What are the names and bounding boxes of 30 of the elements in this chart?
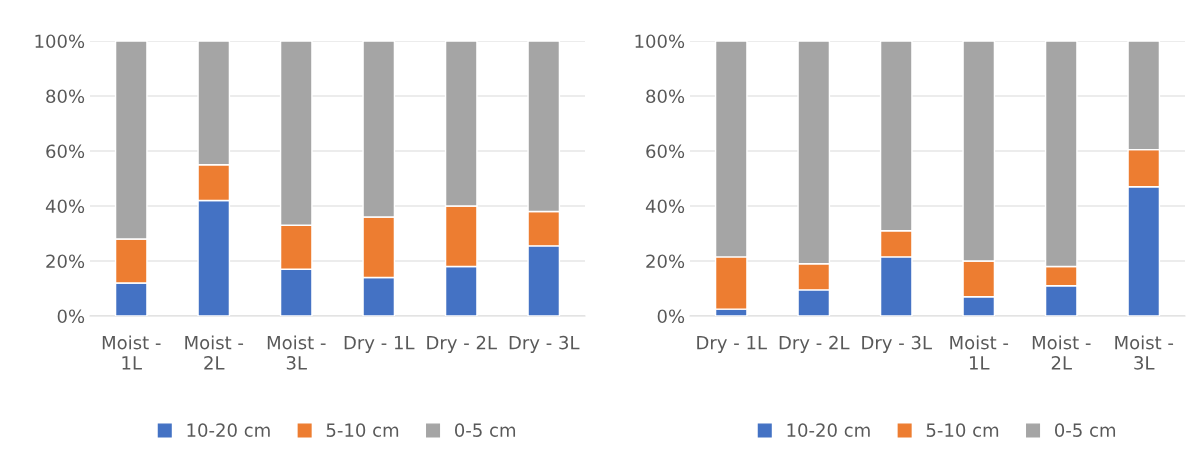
- y-tick-label: 60%: [46, 144, 85, 159]
- x-tick-label: Moist - 1L: [950, 335, 1009, 370]
- y-tick-label: 0%: [57, 309, 85, 324]
- y-tick-label: 60%: [646, 144, 685, 159]
- x-tick-label: Dry - 1L: [344, 336, 415, 353]
- x-tick-label: Moist - 3L: [267, 335, 326, 370]
- x-tick-label: Moist - 2L: [185, 335, 244, 370]
- x-tick-label: Dry - 1L: [697, 336, 767, 353]
- x-tick-label: Moist - 2L: [1032, 335, 1091, 370]
- y-tick-label: 20%: [646, 254, 685, 269]
- y-tick-label: 100%: [635, 34, 685, 49]
- y-tick-label: 40%: [645, 199, 685, 214]
- x-tick-label: Dry - 3L: [509, 335, 580, 353]
- legend-label: 10-20 cm: [787, 423, 870, 437]
- x-tick-label: Dry - 3L: [862, 335, 932, 353]
- y-tick-label: 40%: [45, 199, 85, 214]
- legend-label: 5-10 cm: [326, 423, 399, 437]
- y-tick-label: 100%: [35, 34, 85, 49]
- y-tick-label: 20%: [46, 254, 85, 269]
- legend-label: 10-20 cm: [187, 423, 270, 437]
- legend-label: 5-10 cm: [926, 423, 999, 437]
- x-tick-label: Dry - 2L: [427, 335, 497, 353]
- legend-label: 0-5 cm: [1055, 423, 1116, 437]
- x-tick-label: Moist - 1L: [102, 335, 161, 370]
- legend-label: 0-5 cm: [455, 423, 516, 437]
- x-tick-label: Dry - 2L: [779, 335, 850, 353]
- y-tick-label: 0%: [657, 309, 685, 324]
- x-tick-label: Moist - 3L: [1115, 335, 1174, 370]
- y-tick-label: 80%: [646, 89, 685, 104]
- y-tick-label: 80%: [46, 89, 85, 104]
